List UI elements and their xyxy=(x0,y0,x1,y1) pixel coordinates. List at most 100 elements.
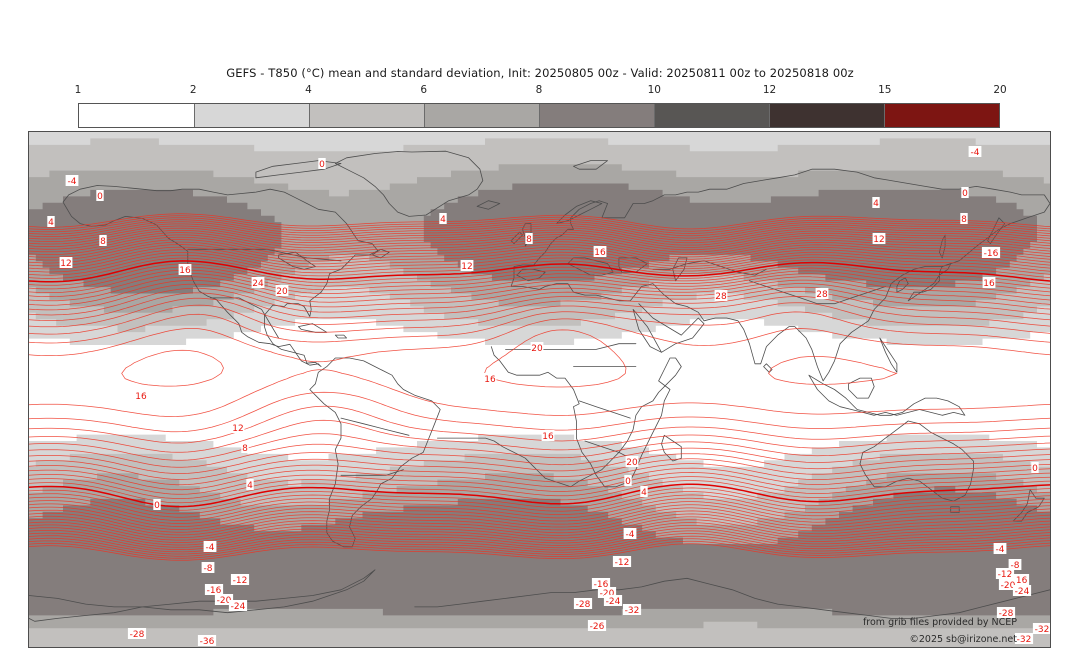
contour-label: 16 xyxy=(983,279,995,289)
contour-line xyxy=(29,516,1050,538)
contour-label: 28 xyxy=(715,292,727,302)
coastline xyxy=(437,346,682,488)
contour-label-halo xyxy=(872,233,886,244)
contour-label-halo xyxy=(460,260,474,271)
contour-line xyxy=(29,269,1050,293)
contour-line xyxy=(29,311,1050,344)
contour-line xyxy=(29,405,1050,444)
contour-label: -24 xyxy=(231,602,246,612)
contour-line xyxy=(29,480,1050,504)
contour-label: 16 xyxy=(594,248,606,258)
contour-label: 8 xyxy=(526,235,532,245)
contour-label-halo xyxy=(275,285,289,296)
contour-line xyxy=(29,219,1050,237)
contour-label-halo xyxy=(981,247,1001,258)
contour-label: 8 xyxy=(961,215,967,225)
contour-line xyxy=(29,273,1050,297)
contour-line xyxy=(29,279,1050,306)
colorbar-tick-label: 1 xyxy=(74,84,82,96)
contour-label: 4 xyxy=(641,488,647,498)
contour-line xyxy=(29,487,1050,511)
map-panel: -4 0 4 8 12 16 20 24 0 4 8 12 16 20 16 28 28 -4 0 4 8 12 16 16 1… xyxy=(28,131,1051,648)
contour-line xyxy=(29,419,1050,453)
contour-label: -26 xyxy=(590,622,605,632)
contour-line xyxy=(29,283,1050,311)
contour-label-halo xyxy=(968,146,982,157)
contour-label-halo xyxy=(153,499,161,510)
contour-label: -16 xyxy=(594,580,609,590)
contour-label: -28 xyxy=(130,630,145,640)
contour-line xyxy=(29,249,1050,270)
contour-line xyxy=(29,286,1050,316)
contour-label-halo xyxy=(1008,559,1022,570)
contour-label: -16 xyxy=(984,249,999,259)
contour-line xyxy=(768,356,898,385)
contour-label: 20 xyxy=(531,344,543,354)
contour-label-halo xyxy=(603,595,623,606)
contour-label: 12 xyxy=(873,235,884,245)
coastline xyxy=(808,374,966,416)
contour-label-halo xyxy=(251,277,265,288)
contour-label: -12 xyxy=(615,558,630,568)
contour-line xyxy=(29,369,1050,417)
coastline xyxy=(334,150,484,217)
contour-label-halo xyxy=(1031,462,1039,473)
contour-line xyxy=(29,540,1050,559)
contour-label-halo xyxy=(203,541,217,552)
colorbar-tick-label: 12 xyxy=(762,84,777,96)
coastline xyxy=(749,280,886,305)
contour-line xyxy=(29,257,1050,279)
contour-label: 24 xyxy=(252,279,264,289)
coastline xyxy=(584,440,631,459)
contour-label-halo xyxy=(134,390,148,401)
contour-label-halo xyxy=(612,556,632,567)
coastline xyxy=(987,217,1005,244)
contour-line xyxy=(29,302,1050,335)
contour-label-halo xyxy=(59,257,73,268)
coastline xyxy=(414,577,1050,619)
contour-line xyxy=(29,522,1050,543)
coastline xyxy=(505,343,637,350)
coastline xyxy=(210,297,279,339)
contour-label-halo xyxy=(815,288,829,299)
colorbar-tick-label: 15 xyxy=(878,84,892,96)
contour-label: 0 xyxy=(319,160,325,170)
contour-line xyxy=(29,458,1050,480)
contour-line xyxy=(29,504,1050,527)
contour-label: -20 xyxy=(600,589,615,599)
contour-label: 0 xyxy=(1032,464,1038,474)
contour-line xyxy=(29,533,1050,553)
contour-line xyxy=(29,527,1050,548)
contour-label: 20 xyxy=(276,287,288,297)
contour-label: 4 xyxy=(440,215,446,225)
contour-label: 16 xyxy=(542,432,554,442)
contour-label: 4 xyxy=(247,481,253,491)
contour-line xyxy=(29,525,1050,546)
colorbar-segment xyxy=(309,104,424,127)
contour-label: -8 xyxy=(1011,561,1020,571)
colorbar-segment xyxy=(539,104,654,127)
contour-label-halo xyxy=(593,246,607,257)
contour-label-halo xyxy=(622,604,642,615)
contour-label: 4 xyxy=(48,218,54,228)
credit-copyright: ©2025 sb@irizone.net xyxy=(909,634,1017,645)
coastline xyxy=(371,248,390,259)
contour-label: 28 xyxy=(816,290,828,300)
contour-line xyxy=(29,239,1050,258)
colorbar-gradient xyxy=(78,103,1000,128)
colorbar-tick-label: 8 xyxy=(535,84,543,96)
credit-source: from grib files provided by NCEP xyxy=(862,617,1017,628)
contour-line xyxy=(29,538,1050,557)
coastline xyxy=(879,337,898,373)
contour-label: 0 xyxy=(97,192,103,202)
contour-label-halo xyxy=(47,216,55,227)
contour-label-halo xyxy=(993,543,1007,554)
contour-label: -36 xyxy=(200,637,215,647)
colorbar-tick-label: 20 xyxy=(993,84,1007,96)
contour-label-halo xyxy=(640,486,648,497)
contour-label: -12 xyxy=(998,570,1013,580)
contour-line-zero xyxy=(29,483,1050,508)
contour-line-zero xyxy=(29,260,1050,283)
coastline xyxy=(309,357,441,548)
contour-line xyxy=(29,276,1050,302)
